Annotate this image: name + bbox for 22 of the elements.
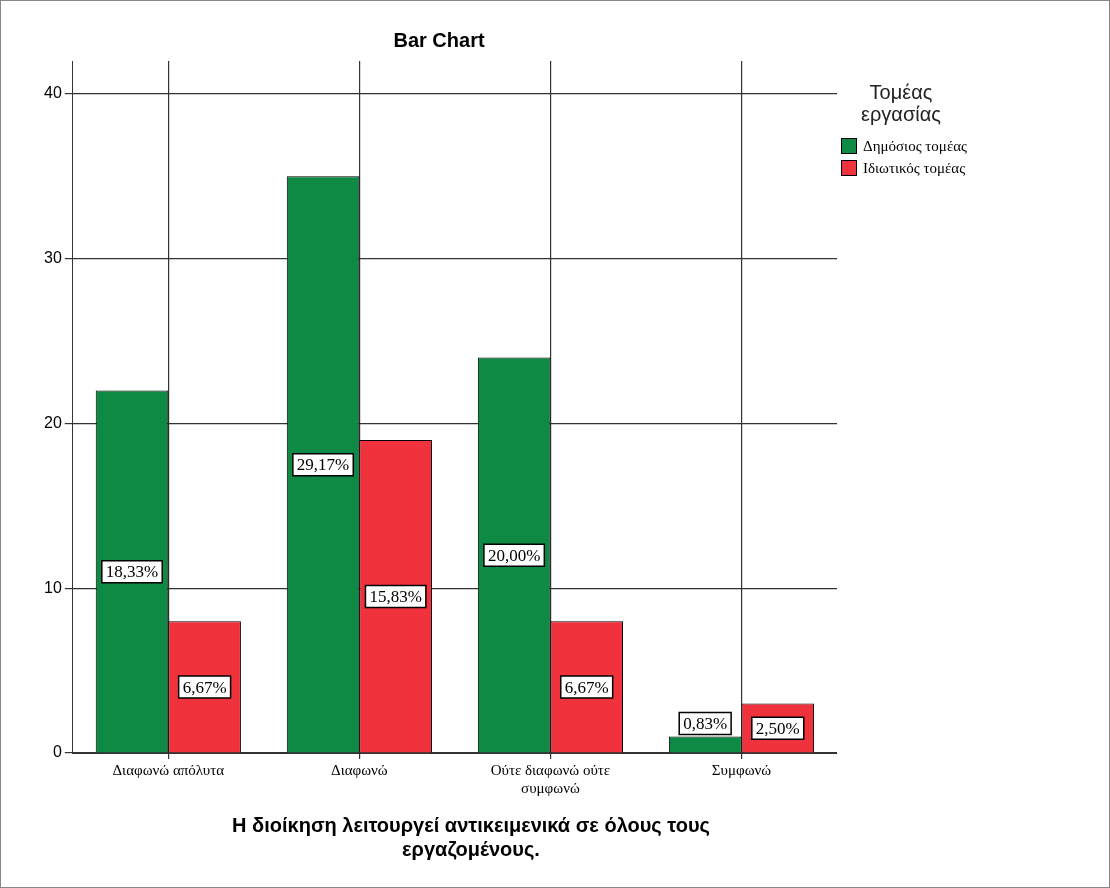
- x-tick-label: Διαφωνώ: [331, 761, 388, 778]
- annotation: 6,67%: [564, 677, 609, 697]
- y-tick-label: 40: [44, 84, 62, 102]
- y-tick-label: 30: [44, 249, 62, 267]
- legend-title: Τομέας εργασίας: [860, 81, 942, 125]
- chart-title: Bar Chart: [393, 28, 485, 51]
- x-tick-label: Ούτε διαφωνώ ούτε συμφωνώ: [490, 761, 611, 796]
- y-tick-label: 10: [44, 578, 62, 596]
- annotation: 29,17%: [296, 455, 350, 475]
- x-axis-title: Η διοίκηση λειτουργεί αντικειμενικά σε όλους τους εργαζομένους.: [231, 813, 711, 861]
- x-tick-label: Συμφωνώ: [711, 761, 772, 778]
- legend-label: Δημόσιος τομέας: [863, 137, 968, 155]
- annotation: 0,83%: [683, 713, 728, 733]
- y-tick-label: 20: [44, 413, 62, 431]
- legend-label: Ιδιωτικός τομέας: [863, 159, 966, 177]
- annotation: 2,50%: [755, 718, 800, 738]
- annotation: 15,83%: [369, 586, 422, 606]
- annotation: 18,33%: [105, 562, 159, 582]
- y-tick-label: 0: [52, 743, 62, 761]
- annotation: 6,67%: [182, 677, 227, 697]
- x-tick-label: Διαφωνώ απόλυτα: [112, 761, 225, 778]
- annotation: 20,00%: [487, 545, 541, 565]
